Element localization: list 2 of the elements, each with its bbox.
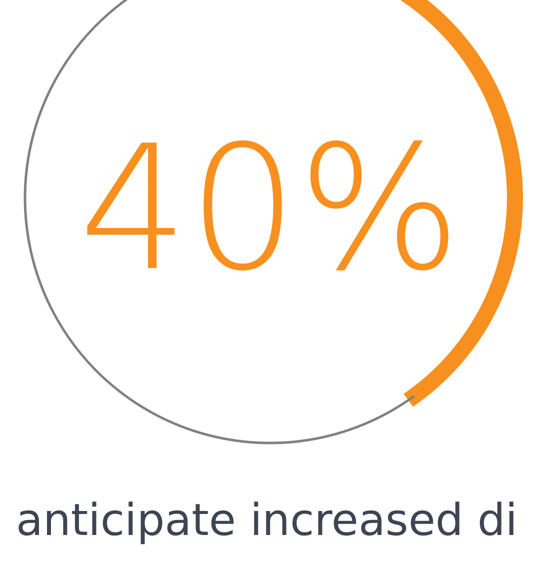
text: 40% — [78, 108, 462, 309]
text: anticipate increased di — [16, 495, 518, 546]
